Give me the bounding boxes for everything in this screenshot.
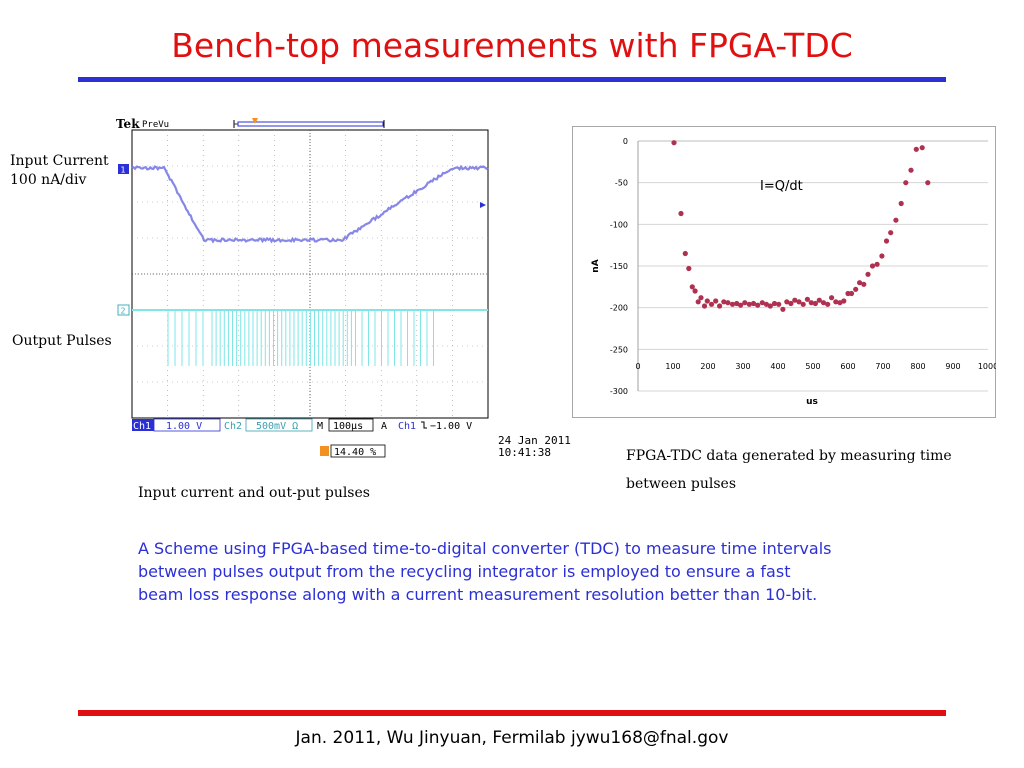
status-ch1-scale: 1.00 V — [166, 421, 202, 432]
chart-x-tick-label: 100 — [665, 362, 680, 371]
status-ch2: Ch2 — [224, 421, 242, 432]
chart-y-tick-label: -150 — [610, 262, 628, 271]
scope-brand: Tek — [116, 117, 140, 131]
scope-mode: PreVu — [142, 120, 169, 130]
chart-y-tick-label: -200 — [610, 304, 628, 313]
status-trig-ch: Ch1 — [398, 421, 416, 432]
chart-data-point — [705, 298, 710, 303]
chart-data-point — [713, 298, 718, 303]
svg-text:M: M — [317, 421, 323, 432]
chart-y-tick-label: 0 — [623, 137, 628, 146]
chart-x-tick-label: 600 — [840, 362, 855, 371]
chart-x-label: us — [806, 397, 818, 407]
scope-caption: Input current and out-put pulses — [138, 485, 370, 501]
chart-x-tick-label: 800 — [910, 362, 925, 371]
chart-data-point — [914, 147, 919, 152]
status-trig-level: −1.00 V — [430, 421, 472, 432]
chart-data-point — [849, 291, 854, 296]
status-ch2-scale: 500mV Ω — [256, 421, 298, 432]
chart-data-point — [686, 266, 691, 271]
chart-y-tick-label: -300 — [610, 387, 628, 396]
chart-y-label: nA — [591, 259, 601, 272]
oscilloscope-screen: Tek PreVu T 1 2 Ch1 1.00 V Ch2 500mV Ω M… — [112, 112, 502, 434]
chart-data-point — [717, 303, 722, 308]
status-timebase: 100µs — [333, 421, 363, 432]
chart-data-point — [893, 218, 898, 223]
output-pulses-label: Output Pulses — [12, 332, 112, 350]
status-trig-pos: 14.40 % — [334, 447, 376, 458]
scope-timestamp: 24 Jan 2011 10:41:38 — [498, 435, 571, 459]
chart-data-point — [671, 140, 676, 145]
input-current-label: Input Current — [10, 152, 109, 170]
chart-data-point — [908, 168, 913, 173]
trigger-position: 14.40 % — [318, 444, 388, 460]
chart-data-point — [865, 272, 870, 277]
chart-data-point — [698, 295, 703, 300]
footer-rule — [78, 710, 946, 716]
trigger-pos-icon — [320, 446, 329, 456]
chart-data-point — [776, 302, 781, 307]
chart-data-point — [780, 307, 785, 312]
chart-annotation: I=Q/dt — [760, 179, 803, 194]
chart-data-point — [801, 302, 806, 307]
chart-y-tick-label: -50 — [615, 179, 628, 188]
tdc-scatter-chart: 0 -50 -100 -150 -200 -250 -300 0 100 200 300 400 50… — [572, 126, 996, 418]
chart-data-point — [742, 300, 747, 305]
chart-data-point — [861, 282, 866, 287]
chart-caption: FPGA-TDC data generated by measuring tim… — [626, 442, 966, 498]
chart-x-tick-label: 500 — [805, 362, 820, 371]
chart-data-point — [879, 253, 884, 258]
title-rule — [78, 77, 946, 82]
chart-data-point — [825, 302, 830, 307]
chart-data-point — [755, 303, 760, 308]
chart-data-point — [829, 295, 834, 300]
slide-title: Bench-top measurements with FPGA-TDC — [0, 26, 1024, 65]
chart-data-point — [702, 303, 707, 308]
chart-data-point — [903, 180, 908, 185]
chart-x-tick-label: 200 — [700, 362, 715, 371]
chart-data-point — [725, 300, 730, 305]
svg-text:2: 2 — [121, 307, 126, 316]
chart-data-point — [884, 238, 889, 243]
chart-data-point — [920, 145, 925, 150]
chart-data-point — [693, 288, 698, 293]
body-paragraph: A Scheme using FPGA-based time-to-digita… — [138, 537, 838, 606]
svg-text:1: 1 — [121, 166, 126, 175]
chart-x-tick-label: 0 — [635, 362, 640, 371]
chart-data-point — [925, 180, 930, 185]
chart-x-tick-label: 700 — [875, 362, 890, 371]
chart-data-point — [841, 298, 846, 303]
chart-data-point — [678, 211, 683, 216]
chart-x-tick-label: 300 — [735, 362, 750, 371]
chart-data-point — [888, 230, 893, 235]
chart-x-tick-label: 1000 — [978, 362, 996, 371]
status-ch1: Ch1 — [133, 421, 151, 432]
chart-data-point — [870, 263, 875, 268]
chart-data-point — [709, 302, 714, 307]
trigger-slope-icon — [421, 422, 427, 428]
chart-data-point — [683, 251, 688, 256]
chart-x-tick-label: 400 — [770, 362, 785, 371]
chart-y-tick-label: -100 — [610, 220, 628, 229]
svg-text:A: A — [381, 421, 387, 432]
input-scale-label: 100 nA/div — [10, 171, 86, 189]
chart-data-point — [853, 287, 858, 292]
chart-x-tick-label: 900 — [945, 362, 960, 371]
chart-y-tick-label: -250 — [610, 345, 628, 354]
chart-data-point — [875, 262, 880, 267]
slide-footer: Jan. 2011, Wu Jinyuan, Fermilab jywu168@… — [0, 728, 1024, 748]
chart-data-point — [899, 201, 904, 206]
chart-data-point — [805, 297, 810, 302]
